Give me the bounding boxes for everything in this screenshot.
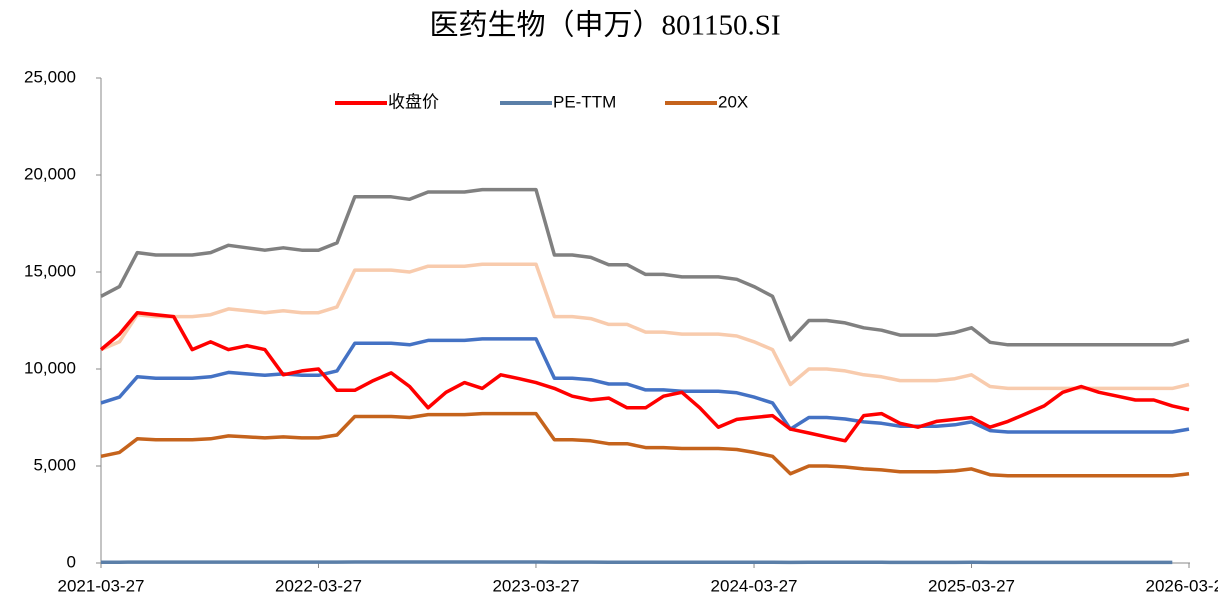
series-line (100, 411, 1190, 478)
chart-title: 医药生物（申万）801150.SI (430, 9, 781, 42)
y-tick-label: 0 (67, 552, 76, 571)
series-line (100, 262, 1190, 391)
series-line (100, 187, 1190, 347)
y-tick-label: 10,000 (24, 358, 76, 377)
x-tick-label: 2023-03-27 (492, 576, 579, 595)
series-line (99, 310, 1190, 443)
x-tick-label: 2026-03-27 (1146, 576, 1218, 595)
legend-label: 收盘价 (388, 92, 439, 111)
x-tick-label: 2024-03-27 (711, 576, 798, 595)
y-tick-label: 20,000 (24, 164, 76, 183)
y-tick-label: 25,000 (24, 67, 76, 86)
x-tick-label: 2025-03-27 (928, 576, 1015, 595)
legend-label: 20X (718, 92, 748, 111)
x-tick-label: 2021-03-27 (58, 576, 145, 595)
y-tick-label: 5,000 (33, 455, 76, 474)
legend-label: PE-TTM (553, 92, 616, 111)
series-line (100, 337, 1190, 434)
y-tick-label: 15,000 (24, 261, 76, 280)
x-tick-label: 2022-03-27 (275, 576, 362, 595)
